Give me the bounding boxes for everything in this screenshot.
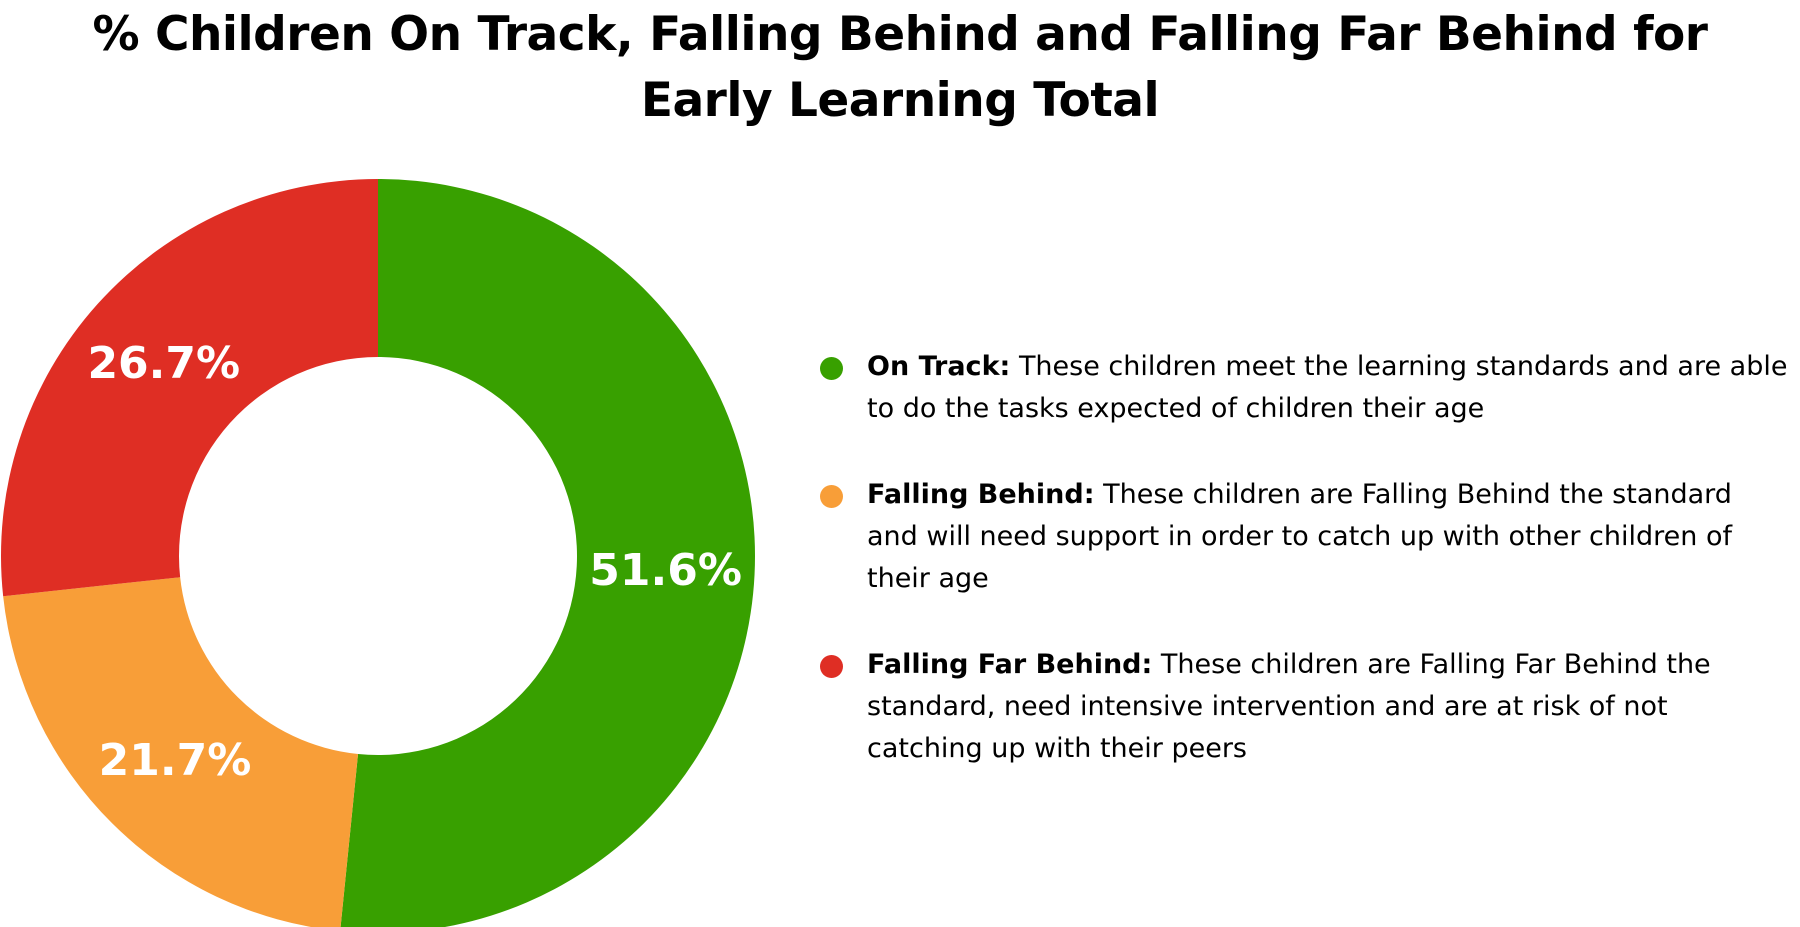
legend-name-falling-behind: Falling Behind [867,479,1084,510]
donut-slice-falling-far-behind [1,179,379,597]
legend-description-falling-far-behind: These children are Falling Far Behind th… [867,649,1711,764]
legend: On Track: These children meet the learni… [815,346,1790,814]
legend-item-on-track: On Track: These children meet the learni… [815,346,1790,430]
donut-chart: 51.6% 21.7% 26.7% [1,179,755,927]
legend-marker-falling-far-behind [820,655,843,678]
slice-label-on-track: 51.6% [589,545,742,596]
legend-description-on-track: These children meet the learning standar… [867,351,1788,424]
donut-slice-on-track [340,179,755,927]
legend-marker-falling-behind [820,485,843,508]
legend-item-falling-far-behind: Falling Far Behind: These children are F… [815,644,1790,770]
legend-name-falling-far-behind: Falling Far Behind [867,649,1142,680]
slice-label-falling-far-behind: 26.7% [87,338,240,389]
chart-title-line-2: Early Learning Total [640,73,1160,128]
legend-item-falling-behind: Falling Behind: These children are Falli… [815,474,1790,600]
chart-title-line-1: % Children On Track, Falling Behind and … [92,7,1708,62]
chart-title: % Children On Track, Falling Behind and … [0,2,1800,134]
legend-description-falling-behind: These children are Falling Behind the st… [867,479,1732,594]
legend-marker-on-track [820,357,843,380]
legend-name-on-track: On Track [867,351,1000,382]
donut-slice-falling-behind [3,577,359,927]
slice-label-falling-behind: 21.7% [99,735,252,786]
